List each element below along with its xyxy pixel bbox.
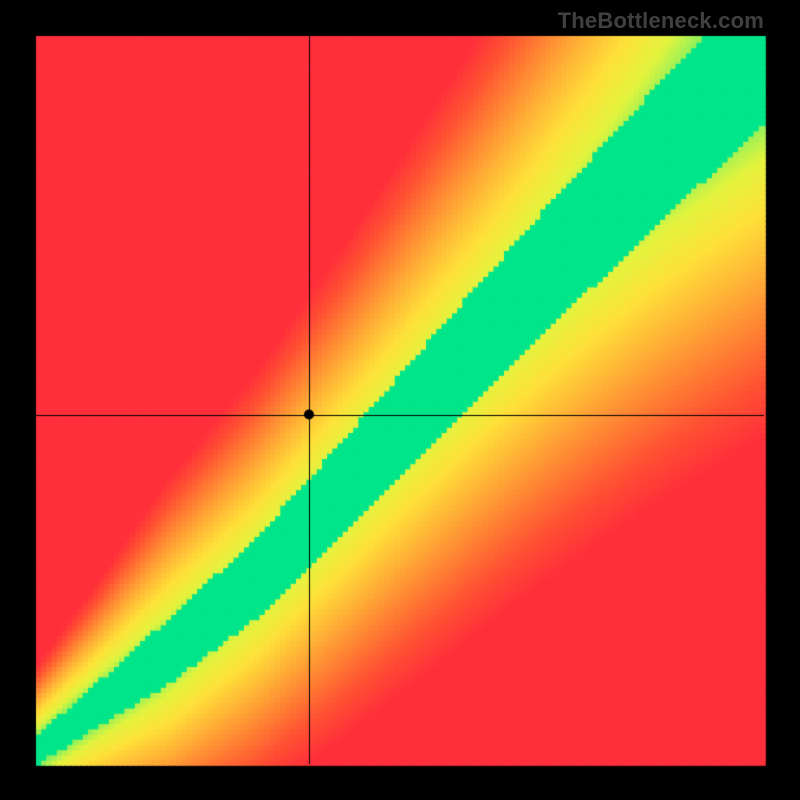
watermark-label: TheBottleneck.com	[558, 8, 764, 34]
bottleneck-heatmap	[0, 0, 800, 800]
